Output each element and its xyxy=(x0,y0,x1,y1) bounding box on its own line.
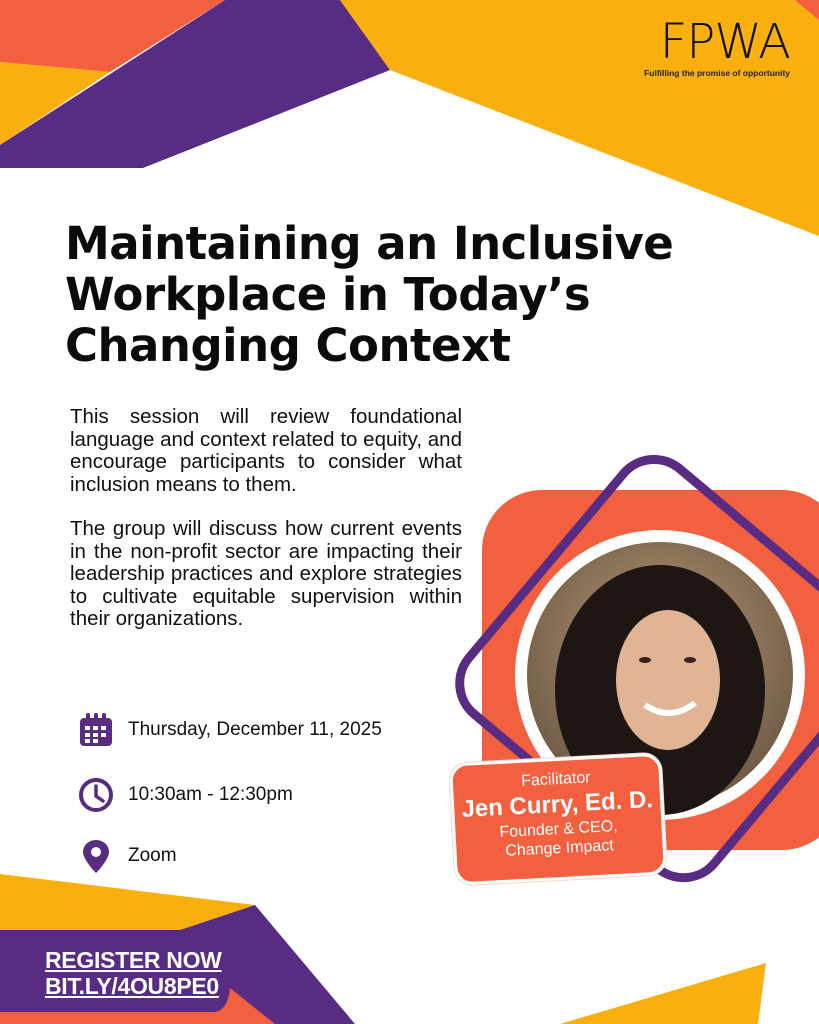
event-title: Maintaining an Inclusive Workplace in To… xyxy=(65,217,674,372)
event-location-text: Zoom xyxy=(128,845,177,866)
location-pin-icon xyxy=(83,840,109,873)
shape-yellow-top-left xyxy=(0,62,110,145)
shape-yellow-bottom xyxy=(0,874,255,930)
event-time: 10:30am - 12:30pm xyxy=(78,777,293,813)
register-link[interactable]: REGISTER NOW BIT.LY/4OU8PE0 xyxy=(45,947,222,999)
shape-yellow-top-right xyxy=(340,0,819,236)
clock-icon xyxy=(79,778,113,812)
shape-orange-bottom xyxy=(0,988,275,1024)
description-paragraph: This session will review foundational la… xyxy=(70,405,462,496)
register-now-text[interactable]: REGISTER NOW xyxy=(45,947,222,973)
register-url[interactable]: BIT.LY/4OU8PE0 xyxy=(45,973,219,999)
event-description: This session will review foundational la… xyxy=(70,405,462,653)
shape-purple-top xyxy=(0,0,390,168)
description-paragraph: The group will discuss how current event… xyxy=(70,517,462,630)
logo-tagline: Fulfilling the promise of opportunity xyxy=(644,68,790,78)
event-date: Thursday, December 11, 2025 xyxy=(78,712,382,748)
logo-wordmark: FPWA xyxy=(659,14,791,70)
fpwa-logo: FPWA Fulfilling the promise of opportuni… xyxy=(620,14,791,78)
shape-orange-top xyxy=(0,0,225,72)
event-location: Zoom xyxy=(78,838,177,874)
shape-orange-corner xyxy=(795,0,819,20)
event-date-text: Thursday, December 11, 2025 xyxy=(128,719,382,740)
shape-purple-bottom xyxy=(0,905,355,1024)
calendar-icon xyxy=(80,713,112,746)
shape-yellow-bottom-right xyxy=(560,963,766,1024)
event-time-text: 10:30am - 12:30pm xyxy=(128,784,293,805)
facilitator-photo xyxy=(527,542,793,815)
facilitator-badge: Facilitator Jen Curry, Ed. D. Founder & … xyxy=(448,752,668,886)
